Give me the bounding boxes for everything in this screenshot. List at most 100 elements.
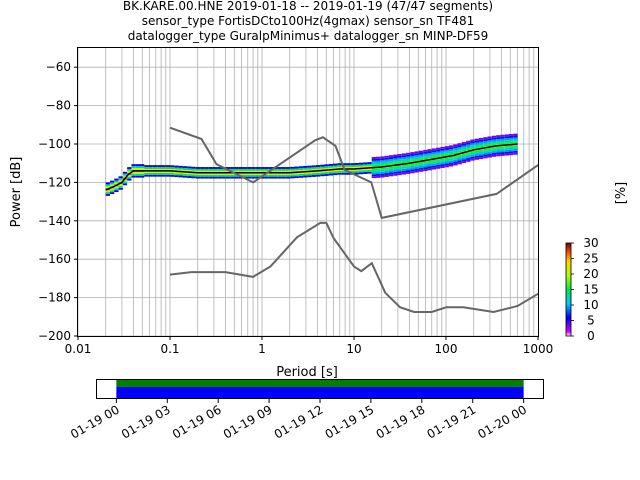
- psd-cell: [384, 171, 389, 174]
- psd-cell: [466, 159, 471, 162]
- psd-cell: [474, 142, 479, 145]
- psd-cell: [170, 171, 175, 173]
- psd-cell: [191, 172, 196, 175]
- psd-cell: [131, 175, 136, 178]
- psd-cell: [311, 167, 316, 170]
- psd-cell: [444, 146, 449, 149]
- colorbar-tick-label: 25: [583, 252, 598, 266]
- psd-cell: [165, 174, 171, 177]
- psd-cell: [474, 152, 479, 155]
- psd-cell: [328, 167, 334, 170]
- psd-cell: [363, 172, 368, 174]
- psd-cell: [491, 137, 497, 140]
- x-tick-label: 1000: [523, 342, 554, 356]
- psd-cell: [174, 173, 179, 176]
- psd-cell: [470, 154, 475, 157]
- colorbar-segment: [566, 303, 571, 306]
- psd-cell: [397, 153, 402, 156]
- psd-cell: [474, 154, 479, 156]
- psd-cell: [440, 146, 445, 149]
- psd-cell: [251, 170, 256, 173]
- psd-cell: [277, 170, 282, 173]
- psd-cell: [397, 167, 402, 170]
- psd-cell: [440, 150, 445, 153]
- colorbar-segment: [566, 314, 571, 317]
- psd-cell: [255, 172, 261, 175]
- psd-cell: [260, 176, 265, 179]
- psd-cell: [414, 151, 419, 154]
- psd-cell: [131, 168, 136, 170]
- plot-frame: [77, 47, 539, 337]
- y-tick-label: −100: [38, 137, 71, 151]
- psd-cell: [388, 159, 394, 161]
- colorbar-segment: [566, 270, 571, 273]
- psd-cell: [393, 162, 398, 165]
- psd-cell: [376, 168, 381, 171]
- psd-cell: [182, 171, 188, 174]
- psd-cell: [247, 172, 252, 175]
- psd-cell: [393, 169, 398, 172]
- y-tick-label: −140: [38, 214, 71, 228]
- psd-cell: [466, 146, 471, 149]
- psd-cell: [376, 175, 381, 178]
- noise-model-lines: [105, 126, 539, 314]
- y-tick-label: −80: [46, 99, 71, 113]
- psd-cell: [182, 170, 188, 172]
- psd-cell: [444, 163, 449, 166]
- psd-cell: [221, 168, 226, 171]
- psd-cell: [217, 176, 222, 179]
- psd-cell: [187, 166, 192, 169]
- psd-cell: [140, 166, 145, 168]
- colorbar-segment: [566, 291, 571, 293]
- psd-cell: [444, 165, 449, 168]
- psd-cell: [431, 167, 437, 170]
- psd-cell: [466, 140, 471, 143]
- psd-cell: [453, 152, 458, 154]
- colorbar-segment: [566, 295, 571, 298]
- psd-cell: [431, 159, 437, 162]
- psd-cell: [418, 150, 424, 153]
- psd-cell: [397, 173, 402, 176]
- psd-cell: [290, 172, 295, 175]
- psd-cell: [281, 170, 286, 173]
- psd-cell: [461, 161, 467, 164]
- psd-cell: [487, 151, 492, 154]
- psd-cell: [247, 168, 252, 171]
- psd-cell: [509, 151, 514, 154]
- psd-cell: [406, 158, 411, 161]
- psd-cell: [500, 153, 505, 156]
- psd-cell: [247, 167, 252, 169]
- psd-cell: [341, 163, 346, 166]
- psd-cell: [311, 171, 316, 174]
- psd-cell: [461, 159, 467, 162]
- psd-cell: [350, 165, 355, 168]
- psd-cell: [461, 143, 467, 146]
- psd-cell: [234, 170, 239, 173]
- psd-cell: [491, 154, 497, 157]
- psd-cell: [496, 137, 501, 140]
- psd-cell: [230, 168, 235, 171]
- y-axis-label: Power [dB]: [9, 157, 24, 228]
- psd-cell: [487, 153, 492, 156]
- psd-cell: [234, 176, 239, 179]
- psd-cell: [285, 176, 291, 179]
- psd-cell: [152, 170, 158, 173]
- psd-cell: [255, 176, 261, 179]
- psd-cell: [290, 168, 295, 171]
- psd-cell: [470, 152, 475, 155]
- psd-cell: [371, 176, 377, 179]
- psd-cell: [285, 174, 291, 177]
- psd-cell: [461, 145, 467, 148]
- psd-cell: [410, 159, 415, 162]
- psd-cell: [268, 174, 274, 177]
- psd-cell: [178, 169, 183, 172]
- psd-cell: [444, 148, 449, 150]
- psd-cell: [436, 164, 441, 167]
- psd-cell: [157, 174, 162, 177]
- colorbar-segment: [566, 312, 571, 315]
- psd-cell: [242, 168, 248, 171]
- psd-cell: [307, 175, 312, 178]
- psd-cell: [290, 170, 295, 173]
